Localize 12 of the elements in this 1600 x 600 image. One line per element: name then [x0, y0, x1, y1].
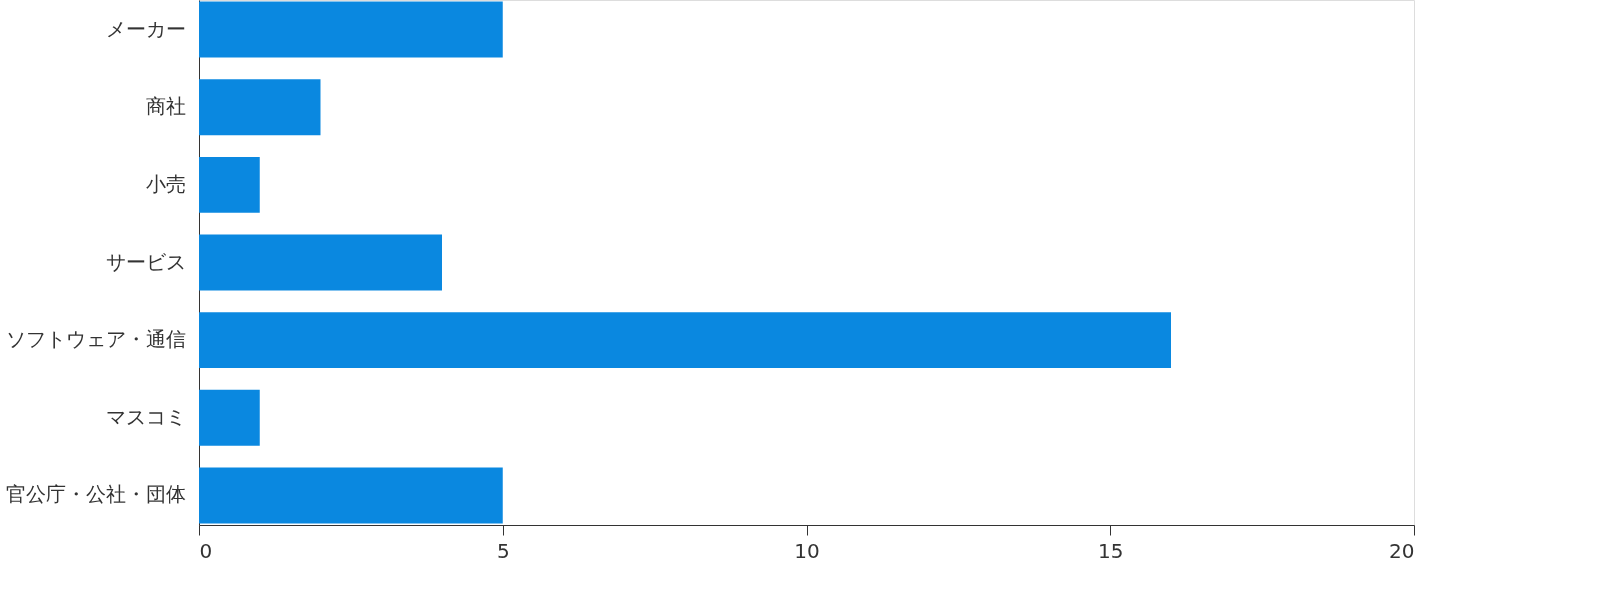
x-tick-label: 15 [1098, 538, 1124, 563]
y-tick-label: マスコミ [105, 404, 186, 429]
x-tick-label: 20 [1389, 538, 1415, 563]
x-tick-label: 5 [496, 538, 510, 563]
x-tick-label: 10 [794, 538, 820, 563]
y-tick-label: サービス [105, 249, 186, 274]
y-tick-label: メーカー [105, 16, 186, 41]
x-tick-label: 0 [199, 538, 213, 563]
y-tick-label: ソフトウェア・通信 [5, 327, 186, 352]
y-tick-label: 官公庁・公社・団体 [5, 482, 186, 507]
y-tick-label: 商社 [145, 94, 186, 119]
y-tick-label: 小売 [145, 171, 186, 196]
